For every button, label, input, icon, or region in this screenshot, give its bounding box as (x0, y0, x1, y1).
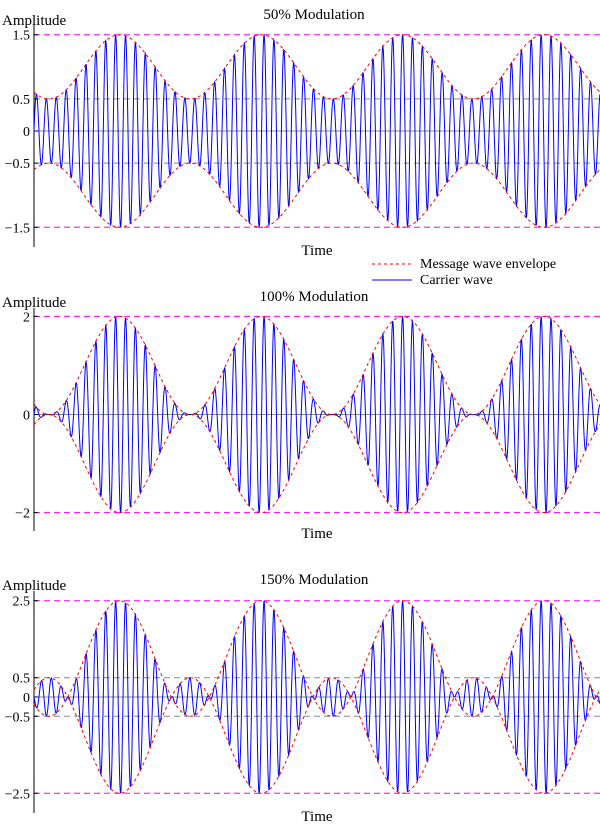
y-tick-label: 2.5 (13, 595, 31, 610)
x-axis-label: Time (301, 243, 332, 259)
y-axis-label: Amplitude (2, 13, 67, 29)
series-envelope-lower (33, 677, 600, 794)
series-envelope-upper (33, 315, 600, 416)
chart-panel-100: 100% Modulation Amplitude Time 2 0 −2 (2, 289, 600, 542)
chart-title: 150% Modulation (260, 572, 369, 588)
series-envelope-upper (33, 34, 600, 100)
y-axis-label: Amplitude (2, 295, 67, 311)
x-axis-label: Time (301, 809, 332, 825)
y-tick-label: 0.5 (13, 93, 31, 108)
x-axis-label: Time (301, 526, 332, 542)
y-tick-label: 0 (23, 409, 30, 424)
legend: Message wave envelope Carrier wave (372, 257, 556, 288)
y-tick-label: 0.5 (13, 672, 31, 687)
chart-title: 100% Modulation (260, 289, 369, 305)
plot-area: 2.5 0.5 0 −0.5 −2.5 (5, 591, 600, 813)
y-tick-label: −2 (15, 507, 30, 522)
legend-label-carrier: Carrier wave (420, 273, 493, 288)
y-tick-label: 0 (23, 125, 30, 140)
legend-item-envelope: Message wave envelope (372, 257, 556, 272)
chart-panel-50: 50% Modulation Amplitude Time 1.5 0.5 0 −0.… (2, 7, 600, 259)
legend-label-envelope: Message wave envelope (420, 257, 556, 272)
series-envelope-upper (33, 600, 600, 717)
y-axis-label: Amplitude (2, 578, 67, 594)
y-tick-label: 0 (23, 691, 30, 706)
series-carrier-wave (33, 315, 600, 514)
y-tick-label: −1.5 (5, 221, 30, 236)
chart-title: 50% Modulation (263, 7, 365, 23)
chart-panel-150: 150% Modulation Amplitude Time 2.5 0.5 0 −0… (2, 572, 600, 825)
y-tick-label: −0.5 (5, 157, 30, 172)
legend-item-carrier: Carrier wave (372, 273, 493, 288)
y-tick-label: −2.5 (5, 787, 30, 802)
series-carrier-wave (33, 600, 600, 795)
plot-area: 2 0 −2 (15, 308, 600, 531)
y-tick-label: 1.5 (13, 29, 31, 44)
series-carrier-wave (33, 33, 600, 229)
y-tick-label: 2 (23, 310, 30, 325)
plot-area: 1.5 0.5 0 −0.5 −1.5 (5, 25, 600, 247)
y-tick-label: −0.5 (5, 710, 30, 725)
